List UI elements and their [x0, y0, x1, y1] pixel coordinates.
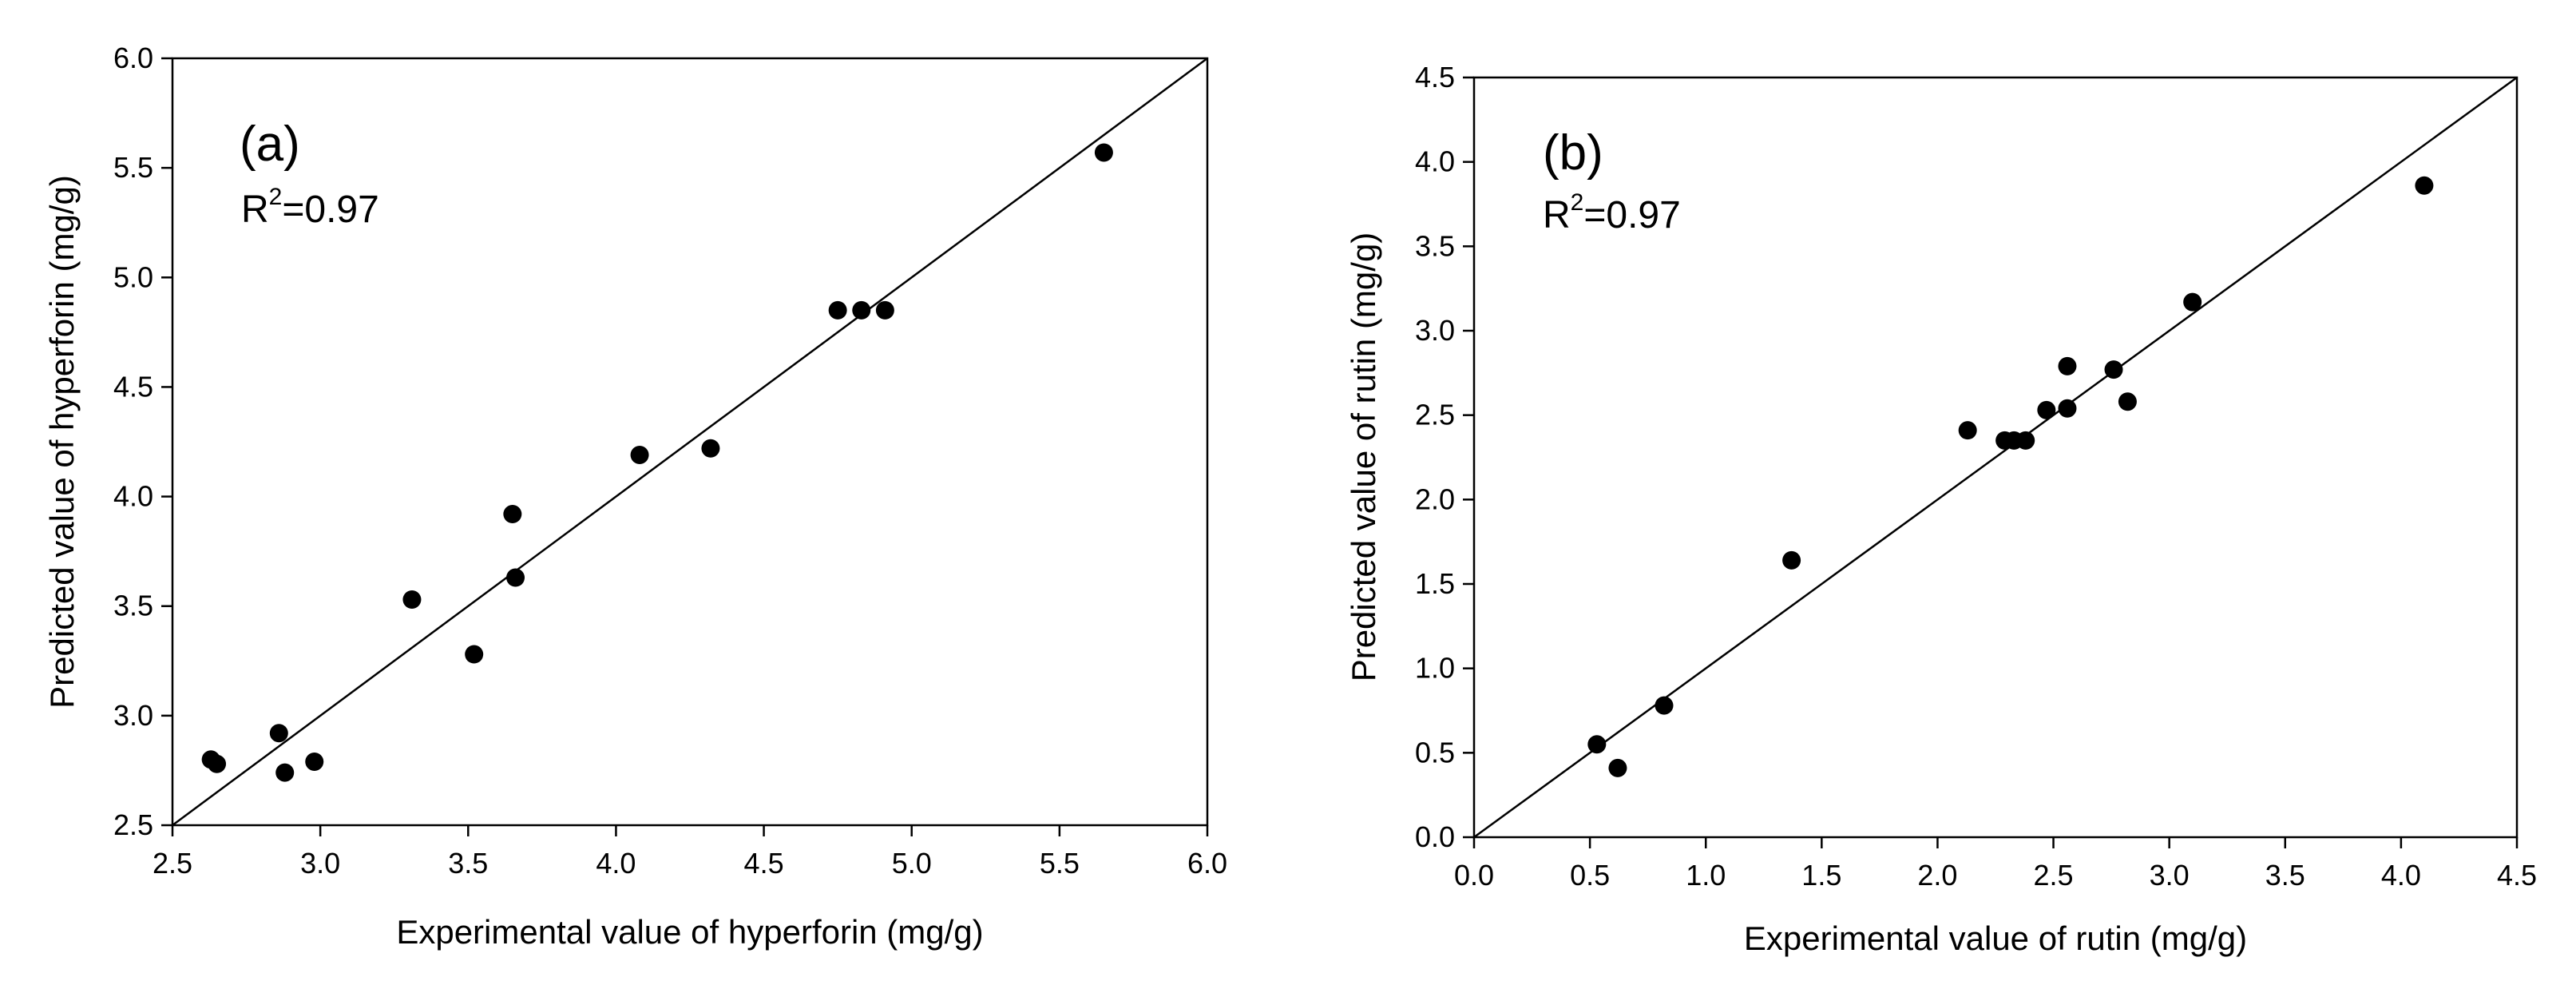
y-tick-label: 2.5 [113, 808, 153, 841]
reference-line-y-equals-x [172, 57, 1208, 827]
y-tick-label: 3.0 [113, 699, 153, 732]
data-point [465, 645, 484, 664]
x-tick-label: 3.0 [2150, 859, 2190, 892]
r-squared-value: =0.97 [282, 189, 378, 231]
x-tick-label: 2.0 [1917, 859, 1957, 892]
x-tick-label: 3.5 [2265, 859, 2305, 892]
r-squared-value: =0.97 [1583, 194, 1680, 236]
y-tick-label: 6.0 [113, 42, 153, 74]
x-tick-label: 4.5 [2497, 859, 2537, 892]
y-tick-label: 1.5 [1415, 567, 1455, 600]
x-tick-label: 1.5 [1801, 859, 1841, 892]
y-axis-label: Predicted value of rutin (mg/g) [1345, 232, 1382, 682]
r-squared-symbol: R [1543, 194, 1571, 236]
data-point [275, 763, 295, 782]
data-point [1655, 696, 1674, 715]
data-point [2058, 399, 2077, 418]
y-tick-label: 0.0 [1415, 820, 1455, 853]
y-tick-label: 3.0 [1415, 314, 1455, 347]
data-point [1782, 550, 1801, 570]
x-tick-label: 3.5 [448, 847, 488, 880]
x-tick-label: 5.0 [892, 847, 932, 880]
y-tick-label: 2.5 [1415, 399, 1455, 431]
y-tick-label: 4.5 [1415, 61, 1455, 93]
x-tick-label: 0.0 [1454, 859, 1494, 892]
data-point [2104, 360, 2123, 379]
x-tick-label: 3.0 [300, 847, 340, 880]
reference-line-y-equals-x [1473, 76, 2518, 839]
data-point [503, 505, 522, 524]
x-axis-label: Experimental value of hyperforin (mg/g) [396, 913, 983, 951]
data-point [852, 300, 871, 320]
y-tick-label: 4.0 [1415, 145, 1455, 178]
data-point [2037, 400, 2056, 419]
r-squared-annotation: R2=0.97 [1543, 189, 1681, 236]
r-squared-exponent: 2 [269, 184, 283, 210]
plot-area-frame [1472, 76, 2519, 839]
data-point [2016, 431, 2035, 450]
data-point [2058, 356, 2077, 375]
data-point [402, 590, 422, 609]
r-squared-exponent: 2 [1571, 189, 1584, 216]
y-tick-label: 4.5 [113, 370, 153, 403]
data-point [701, 439, 720, 458]
data-point [269, 724, 288, 743]
data-point [305, 752, 324, 771]
panel-a-hyperforin: 2.5 3.0 3.5 4.0 4.5 5.0 5.5 6.0 2.5 3.0 3.5 4.0 4.5… [43, 42, 1227, 951]
data-point [875, 300, 894, 320]
y-tick-label: 3.5 [113, 590, 153, 622]
y-tick-label: 1.0 [1415, 652, 1455, 685]
y-tick-label: 0.5 [1415, 736, 1455, 769]
data-point [1958, 421, 1977, 440]
data-point [208, 754, 227, 773]
data-point [828, 300, 847, 320]
x-tick-label: 4.5 [744, 847, 784, 880]
y-tick-label: 2.0 [1415, 483, 1455, 515]
y-tick-label: 3.5 [1415, 229, 1455, 262]
data-point [1608, 758, 1627, 777]
data-point [1587, 735, 1607, 754]
x-tick-label: 4.0 [2381, 859, 2421, 892]
plot-area-frame [171, 57, 1209, 827]
panel-label: (a) [240, 117, 300, 172]
x-tick-label: 4.0 [596, 847, 636, 880]
data-point [506, 568, 525, 587]
y-tick-label: 4.0 [113, 480, 153, 513]
y-axis-label: Predicted value of hyperforin (mg/g) [43, 175, 81, 709]
panel-b-rutin: 0.0 0.5 1.0 1.5 2.0 2.5 3.0 3.5 4.0 4.5 0.0 0.5 1.0… [1345, 61, 2537, 957]
x-tick-label: 6.0 [1187, 847, 1227, 880]
x-axis-label: Experimental value of rutin (mg/g) [1744, 919, 2247, 957]
x-tick-label: 1.0 [1686, 859, 1726, 892]
y-tick-label: 5.0 [113, 260, 153, 293]
y-tick-label: 5.5 [113, 151, 153, 184]
r-squared-symbol: R [241, 189, 269, 231]
data-point [630, 445, 649, 464]
x-tick-label: 2.5 [2034, 859, 2074, 892]
x-tick-label: 0.5 [1570, 859, 1610, 892]
x-tick-label: 2.5 [153, 847, 192, 880]
panel-label: (b) [1543, 125, 1603, 181]
x-tick-label: 5.5 [1040, 847, 1080, 880]
data-point [2183, 292, 2202, 312]
data-point [2118, 392, 2137, 411]
data-point [2415, 176, 2434, 195]
r-squared-annotation: R2=0.97 [241, 184, 379, 231]
data-point [1094, 143, 1113, 162]
